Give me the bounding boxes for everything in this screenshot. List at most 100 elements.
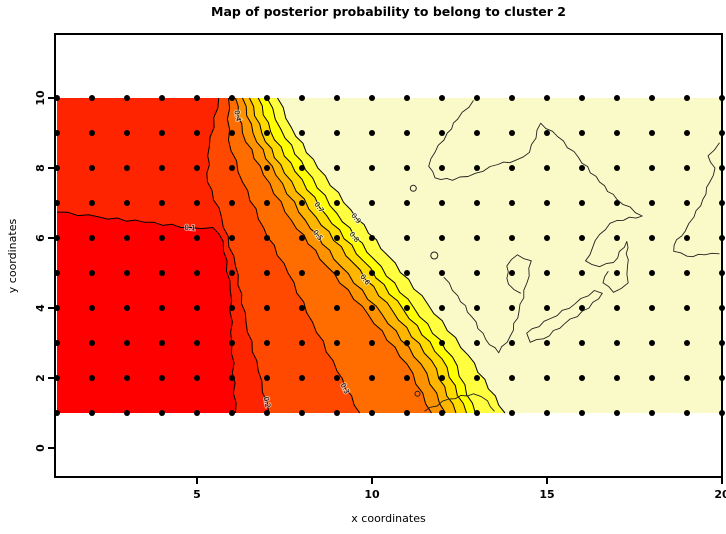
- grid-point: [264, 375, 270, 381]
- grid-point: [614, 200, 620, 206]
- contour-line-0.6: [249, 97, 457, 414]
- grid-point: [404, 165, 410, 171]
- contour-line-0.7: [257, 97, 467, 414]
- grid-point: [334, 375, 340, 381]
- y-tick-label: 2: [34, 374, 47, 382]
- grid-point: [509, 130, 515, 136]
- contour-island: [424, 393, 495, 412]
- grid-point: [334, 235, 340, 241]
- grid-point: [159, 200, 165, 206]
- contour-band-8: [267, 98, 505, 413]
- grid-point: [89, 95, 95, 101]
- grid-point: [439, 305, 445, 311]
- grid-point: [299, 410, 305, 416]
- grid-point: [89, 305, 95, 311]
- grid-point: [439, 95, 445, 101]
- grid-point: [649, 165, 655, 171]
- grid-point: [159, 235, 165, 241]
- grid-point: [509, 200, 515, 206]
- grid-point: [649, 130, 655, 136]
- grid-point: [264, 410, 270, 416]
- grid-point: [369, 375, 375, 381]
- grid-point: [649, 235, 655, 241]
- grid-point: [124, 270, 130, 276]
- grid-point: [474, 410, 480, 416]
- grid-point: [299, 340, 305, 346]
- grid-point: [544, 410, 550, 416]
- grid-point: [579, 95, 585, 101]
- grid-point: [544, 270, 550, 276]
- grid-point: [124, 305, 130, 311]
- grid-point: [684, 235, 690, 241]
- grid-point: [159, 375, 165, 381]
- contour-band-4: [235, 98, 446, 413]
- grid-point: [474, 165, 480, 171]
- grid-point: [544, 95, 550, 101]
- grid-point: [684, 130, 690, 136]
- grid-point: [579, 340, 585, 346]
- contour-band-5: [242, 98, 456, 413]
- contour-island-loop: [409, 184, 417, 192]
- grid-point: [264, 305, 270, 311]
- grid-point: [579, 235, 585, 241]
- grid-point: [264, 270, 270, 276]
- contour-line-0.5: [242, 97, 446, 414]
- x-axis-label: x coordinates: [351, 512, 426, 525]
- grid-point: [299, 200, 305, 206]
- grid-point: [299, 95, 305, 101]
- grid-point: [334, 95, 340, 101]
- grid-point: [264, 200, 270, 206]
- grid-point: [369, 305, 375, 311]
- grid-point: [299, 375, 305, 381]
- contour-island: [443, 254, 532, 354]
- grid-point: [264, 340, 270, 346]
- grid-point: [579, 410, 585, 416]
- grid-point: [159, 130, 165, 136]
- grid-point: [509, 375, 515, 381]
- contour-label: 0.4: [232, 110, 242, 123]
- grid-point: [124, 165, 130, 171]
- contour-fill-bands: [57, 98, 722, 413]
- grid-point: [334, 340, 340, 346]
- contour-island: [428, 100, 643, 293]
- grid-point: [544, 130, 550, 136]
- grid-point: [579, 200, 585, 206]
- grid-point: [264, 235, 270, 241]
- grid-point: [614, 130, 620, 136]
- contour-band-9: [277, 98, 722, 413]
- grid-point: [509, 305, 515, 311]
- grid-point: [474, 235, 480, 241]
- grid-point: [159, 270, 165, 276]
- grid-point: [474, 270, 480, 276]
- grid-point: [509, 270, 515, 276]
- grid-point: [369, 270, 375, 276]
- grid-point: [614, 410, 620, 416]
- grid-point: [684, 165, 690, 171]
- contour-label: 0.1: [184, 224, 196, 233]
- grid-point: [194, 375, 200, 381]
- grid-point: [159, 305, 165, 311]
- plot-box: [54, 33, 723, 478]
- grid-point: [229, 410, 235, 416]
- grid-point: [299, 130, 305, 136]
- grid-point: [614, 305, 620, 311]
- y-tick-label: 10: [34, 90, 47, 106]
- grid-point: [124, 235, 130, 241]
- grid-point: [229, 95, 235, 101]
- grid-point: [649, 375, 655, 381]
- contour-band-2: [206, 98, 360, 413]
- y-tick-label: 4: [34, 304, 47, 312]
- grid-point: [124, 410, 130, 416]
- x-tick-label: 20: [714, 488, 726, 501]
- grid-point: [124, 130, 130, 136]
- grid-point: [509, 165, 515, 171]
- grid-point: [614, 95, 620, 101]
- y-tick-label: 6: [34, 234, 47, 242]
- grid-point: [299, 270, 305, 276]
- grid-point: [509, 235, 515, 241]
- grid-point: [544, 375, 550, 381]
- grid-point: [369, 95, 375, 101]
- grid-point: [439, 410, 445, 416]
- grid-point: [439, 165, 445, 171]
